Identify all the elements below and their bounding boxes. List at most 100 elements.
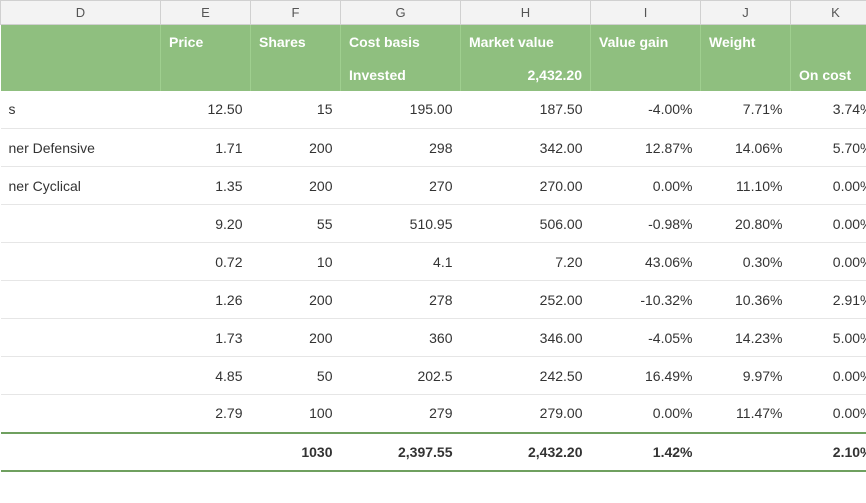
cell-oncost[interactable]: 3.74% <box>791 91 866 129</box>
cell-label[interactable]: s <box>1 91 161 129</box>
cell-gain[interactable]: -10.32% <box>591 281 701 319</box>
totals-label[interactable] <box>1 433 161 471</box>
cell-price[interactable]: 1.35 <box>161 167 251 205</box>
cell-cost[interactable]: 510.95 <box>341 205 461 243</box>
cell-gain[interactable]: 12.87% <box>591 129 701 167</box>
cell-cost[interactable]: 270 <box>341 167 461 205</box>
header-weight[interactable]: Weight <box>701 25 791 59</box>
cell-price[interactable]: 0.72 <box>161 243 251 281</box>
cell-weight[interactable]: 14.06% <box>701 129 791 167</box>
cell-mkt[interactable]: 7.20 <box>461 243 591 281</box>
cell-shares[interactable]: 200 <box>251 281 341 319</box>
col-letter-i[interactable]: I <box>591 1 701 25</box>
cell-weight[interactable]: 14.23% <box>701 319 791 357</box>
cell-mkt[interactable]: 187.50 <box>461 91 591 129</box>
cell-mkt[interactable]: 252.00 <box>461 281 591 319</box>
subheader-invested[interactable]: Invested <box>341 59 461 91</box>
cell-price[interactable]: 1.26 <box>161 281 251 319</box>
cell-gain[interactable]: 0.00% <box>591 395 701 433</box>
header-costbasis[interactable]: Cost basis <box>341 25 461 59</box>
totals-cost[interactable]: 2,397.55 <box>341 433 461 471</box>
cell-shares[interactable]: 55 <box>251 205 341 243</box>
header-blank-d[interactable] <box>1 25 161 59</box>
totals-price[interactable] <box>161 433 251 471</box>
cell-price[interactable]: 1.73 <box>161 319 251 357</box>
cell-price[interactable]: 12.50 <box>161 91 251 129</box>
col-letter-d[interactable]: D <box>1 1 161 25</box>
cell-weight[interactable]: 11.47% <box>701 395 791 433</box>
cell-gain[interactable]: -4.00% <box>591 91 701 129</box>
cell-shares[interactable]: 200 <box>251 167 341 205</box>
header-blank-k[interactable] <box>791 25 866 59</box>
header-price[interactable]: Price <box>161 25 251 59</box>
cell-gain[interactable]: 16.49% <box>591 357 701 395</box>
cell-mkt[interactable]: 506.00 <box>461 205 591 243</box>
cell-mkt[interactable]: 346.00 <box>461 319 591 357</box>
subheader-mktval[interactable]: 2,432.20 <box>461 59 591 91</box>
cell-gain[interactable]: 43.06% <box>591 243 701 281</box>
cell-mkt[interactable]: 270.00 <box>461 167 591 205</box>
cell-cost[interactable]: 278 <box>341 281 461 319</box>
col-letter-g[interactable]: G <box>341 1 461 25</box>
cell-cost[interactable]: 298 <box>341 129 461 167</box>
cell-oncost[interactable]: 0.00% <box>791 205 866 243</box>
cell-label[interactable] <box>1 281 161 319</box>
cell-mkt[interactable]: 342.00 <box>461 129 591 167</box>
cell-label[interactable]: ner Cyclical <box>1 167 161 205</box>
totals-shares[interactable]: 1030 <box>251 433 341 471</box>
totals-weight[interactable] <box>701 433 791 471</box>
cell-cost[interactable]: 360 <box>341 319 461 357</box>
header-valuegain[interactable]: Value gain <box>591 25 701 59</box>
totals-oncost[interactable]: 2.10% <box>791 433 866 471</box>
cell-oncost[interactable]: 0.00% <box>791 167 866 205</box>
cell-gain[interactable]: -0.98% <box>591 205 701 243</box>
cell-price[interactable]: 4.85 <box>161 357 251 395</box>
cell-mkt[interactable]: 242.50 <box>461 357 591 395</box>
cell-oncost[interactable]: 2.91% <box>791 281 866 319</box>
cell-label[interactable]: ner Defensive <box>1 129 161 167</box>
cell-cost[interactable]: 202.5 <box>341 357 461 395</box>
header-marketval[interactable]: Market value <box>461 25 591 59</box>
subheader-oncost[interactable]: On cost <box>791 59 866 91</box>
cell-oncost[interactable]: 5.70% <box>791 129 866 167</box>
cell-shares[interactable]: 200 <box>251 319 341 357</box>
cell-weight[interactable]: 10.36% <box>701 281 791 319</box>
cell-label[interactable] <box>1 205 161 243</box>
col-letter-h[interactable]: H <box>461 1 591 25</box>
cell-price[interactable]: 1.71 <box>161 129 251 167</box>
cell-price[interactable]: 2.79 <box>161 395 251 433</box>
cell-oncost[interactable]: 0.00% <box>791 357 866 395</box>
cell-label[interactable] <box>1 395 161 433</box>
cell-gain[interactable]: 0.00% <box>591 167 701 205</box>
totals-gain[interactable]: 1.42% <box>591 433 701 471</box>
col-letter-j[interactable]: J <box>701 1 791 25</box>
cell-cost[interactable]: 279 <box>341 395 461 433</box>
subheader-j[interactable] <box>701 59 791 91</box>
cell-oncost[interactable]: 0.00% <box>791 243 866 281</box>
col-letter-f[interactable]: F <box>251 1 341 25</box>
cell-shares[interactable]: 50 <box>251 357 341 395</box>
cell-weight[interactable]: 7.71% <box>701 91 791 129</box>
cell-weight[interactable]: 9.97% <box>701 357 791 395</box>
cell-weight[interactable]: 20.80% <box>701 205 791 243</box>
cell-mkt[interactable]: 279.00 <box>461 395 591 433</box>
cell-label[interactable] <box>1 319 161 357</box>
subheader-f[interactable] <box>251 59 341 91</box>
col-letter-e[interactable]: E <box>161 1 251 25</box>
cell-price[interactable]: 9.20 <box>161 205 251 243</box>
cell-weight[interactable]: 11.10% <box>701 167 791 205</box>
col-letter-k[interactable]: K <box>791 1 866 25</box>
cell-label[interactable] <box>1 357 161 395</box>
header-shares[interactable]: Shares <box>251 25 341 59</box>
cell-weight[interactable]: 0.30% <box>701 243 791 281</box>
cell-shares[interactable]: 100 <box>251 395 341 433</box>
cell-label[interactable] <box>1 243 161 281</box>
cell-gain[interactable]: -4.05% <box>591 319 701 357</box>
subheader-d[interactable] <box>1 59 161 91</box>
totals-mkt[interactable]: 2,432.20 <box>461 433 591 471</box>
subheader-e[interactable] <box>161 59 251 91</box>
cell-shares[interactable]: 10 <box>251 243 341 281</box>
cell-oncost[interactable]: 5.00% <box>791 319 866 357</box>
cell-oncost[interactable]: 0.00% <box>791 395 866 433</box>
cell-shares[interactable]: 15 <box>251 91 341 129</box>
